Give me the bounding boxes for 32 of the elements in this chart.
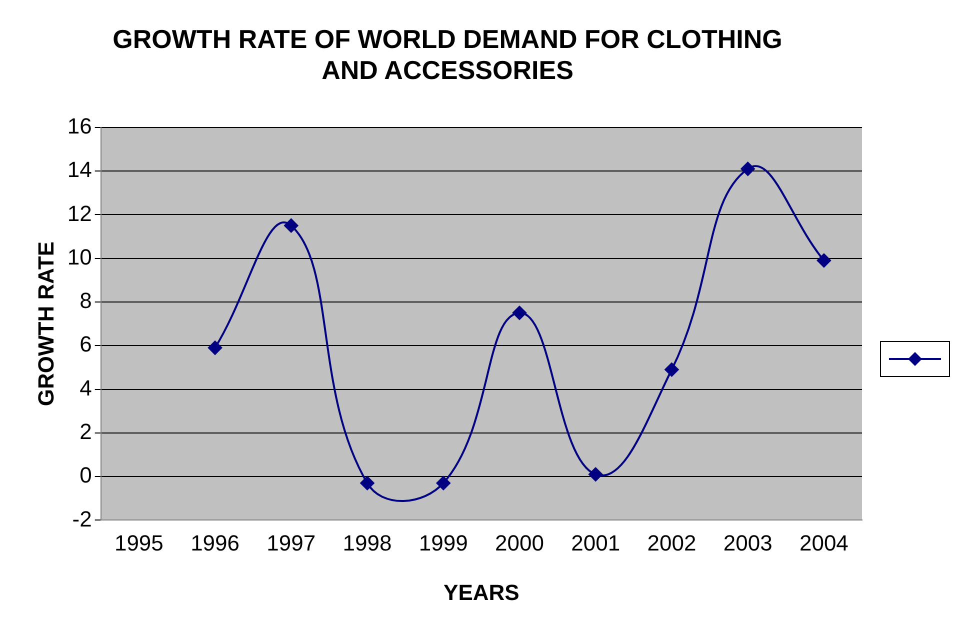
point	[816, 254, 831, 268]
y-tick-label: 4	[80, 375, 92, 400]
point	[512, 306, 526, 320]
x-tick-label: 2002	[647, 530, 696, 556]
chart-title: GROWTH RATE OF WORLD DEMAND FOR CLOTHING AND ACCESSORIES	[112, 24, 782, 85]
y-tick-label: 8	[80, 288, 92, 314]
y-axis-title: GROWTH RATE	[33, 242, 58, 406]
x-tick-label: 2004	[799, 530, 848, 556]
y-tick-label: -2	[72, 506, 92, 532]
x-tick-label: 2001	[571, 530, 620, 556]
point	[588, 467, 603, 482]
x-tick-label: 1998	[342, 530, 392, 556]
y-tick-label: 0	[80, 462, 92, 488]
y-tick-label: 12	[67, 200, 92, 226]
y-tick-label: 6	[80, 332, 92, 357]
point	[208, 340, 222, 355]
point	[740, 162, 755, 176]
point	[360, 476, 374, 490]
y-tick-label: 2	[80, 418, 92, 444]
point	[284, 218, 298, 233]
x-axis-title: YEARS	[444, 580, 520, 605]
y-tick-label: 16	[67, 113, 92, 138]
point	[436, 476, 450, 490]
y-tick-label: 14	[67, 157, 92, 182]
point	[664, 362, 679, 377]
x-tick-label: 2003	[723, 530, 772, 556]
x-tick-label: 1997	[266, 530, 316, 556]
x-tick-label: 1995	[114, 530, 164, 556]
x-tick-label: 1999	[418, 530, 468, 556]
x-tick-label: 1996	[190, 530, 240, 556]
y-tick-label: 10	[67, 244, 92, 270]
x-tick-label: 2000	[495, 530, 544, 556]
